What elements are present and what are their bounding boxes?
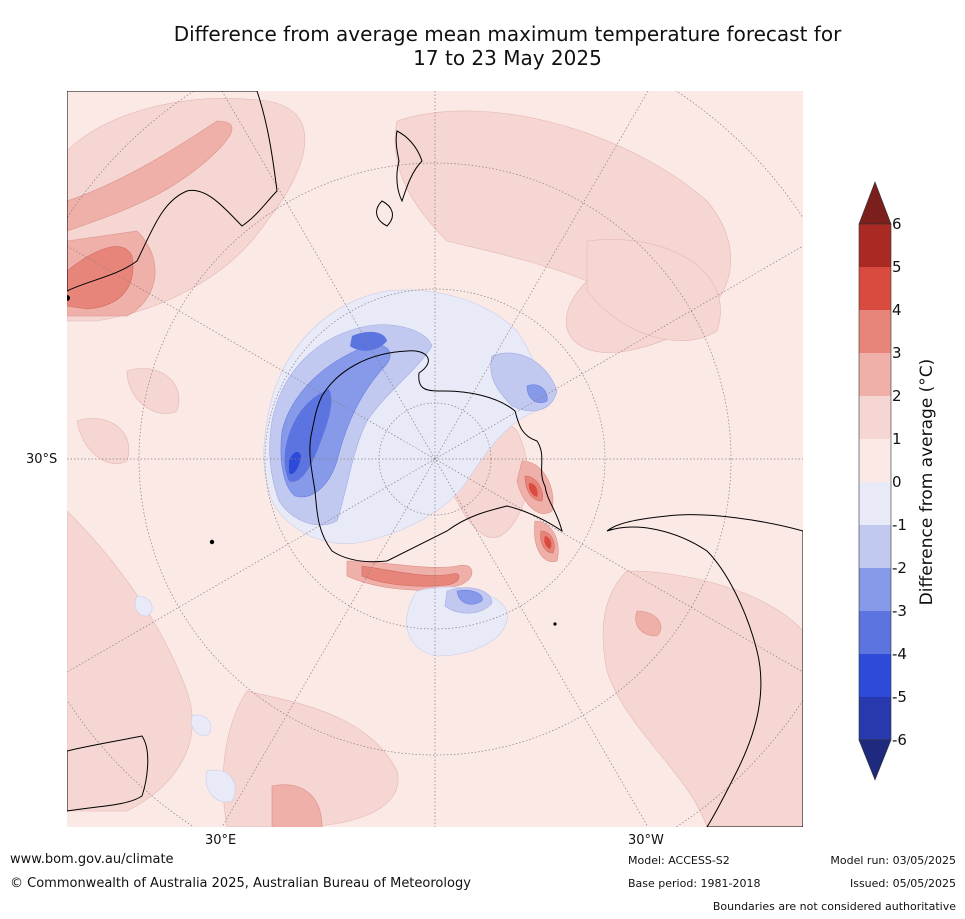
colorbar: [858, 181, 892, 781]
new-zealand-coastline: [376, 130, 423, 227]
anomaly-map: [67, 91, 803, 827]
colorbar-band: [859, 568, 891, 611]
colorbar-tick-label: -2: [892, 559, 907, 577]
footer-issued: Issued: 05/05/2025: [849, 877, 956, 890]
map-svg: [67, 91, 803, 827]
south-america-coastline: [606, 514, 803, 827]
map-title: Difference from average mean maximum tem…: [60, 22, 955, 70]
antarctica-coastline: [309, 350, 563, 563]
title-line-2: 17 to 23 May 2025: [413, 46, 602, 70]
colorbar-extend-bottom: [858, 739, 892, 781]
colorbar-band: [859, 224, 891, 267]
colorbar-band: [859, 353, 891, 396]
colorbar-tick-label: 0: [892, 473, 902, 491]
anomaly-3-to-4: [67, 246, 555, 587]
colorbar-tick-label: -6: [892, 731, 907, 749]
colorbar-band: [859, 525, 891, 568]
colorbar-tick-label: 5: [892, 258, 902, 276]
anomaly-4-to-5: [528, 483, 552, 549]
footer-base-period: Base period: 1981-2018: [628, 877, 761, 890]
small-islands: [67, 295, 557, 626]
lat-label-30s: 30°S: [26, 452, 58, 467]
graticule: [67, 91, 803, 827]
colorbar-tick-label: -3: [892, 602, 907, 620]
colorbar-tick-label: -1: [892, 516, 907, 534]
colorbar-tick-label: 3: [892, 344, 902, 362]
colorbar-tick-label: 1: [892, 430, 902, 448]
footer-disclaimer: Boundaries are not considered authoritat…: [712, 900, 956, 913]
anomaly-minus5-to-minus4: [289, 451, 301, 475]
footer-url[interactable]: www.bom.gov.au/climate: [10, 852, 174, 867]
title-line-1: Difference from average mean maximum tem…: [173, 22, 842, 46]
lon-label-30w: 30°W: [628, 833, 664, 848]
colorbar-tick-label: 6: [892, 215, 902, 233]
footer-model: Model: ACCESS-S2: [628, 854, 730, 867]
colorbar-band: [859, 654, 891, 697]
colorbar-band: [859, 396, 891, 439]
colorbar-band: [859, 611, 891, 654]
colorbar-band: [859, 267, 891, 310]
footer-model-run: Model run: 03/05/2025: [830, 854, 956, 867]
lon-label-30e: 30°E: [205, 833, 237, 848]
africa-coastline: [67, 735, 149, 812]
colorbar-tick-label: -5: [892, 688, 907, 706]
colorbar-title-text: Difference from average (°C): [917, 358, 937, 606]
colorbar-band: [859, 439, 891, 482]
colorbar-tick-label: -4: [892, 645, 907, 663]
colorbar-extend-top: [858, 181, 892, 225]
footer-copyright: © Commonwealth of Australia 2025, Austra…: [10, 876, 471, 891]
colorbar-band: [859, 482, 891, 525]
australia-coastline: [67, 91, 278, 292]
colorbar-tick-label: 4: [892, 301, 902, 319]
colorbar-band: [859, 310, 891, 353]
colorbar-tick-label: 2: [892, 387, 902, 405]
colorbar-band: [859, 697, 891, 740]
